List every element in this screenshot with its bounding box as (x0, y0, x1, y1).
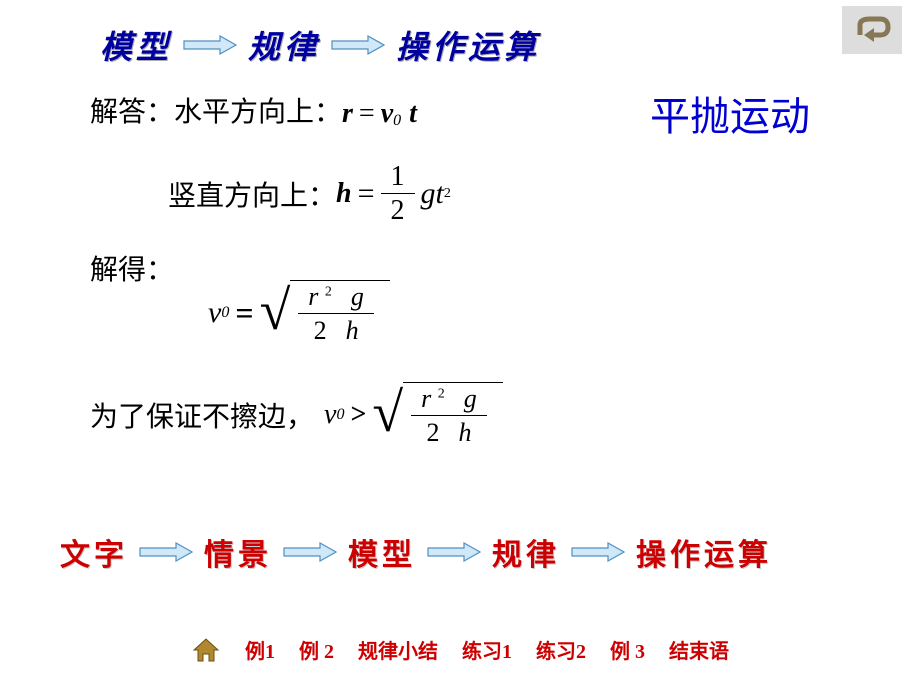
flow-step-operate: 操作运算 (396, 22, 540, 68)
flow-step-text: 文字 (60, 530, 128, 574)
var-t: t (436, 177, 444, 211)
home-button[interactable] (191, 637, 221, 663)
fraction-half: 1 2 (381, 162, 415, 226)
line3-text: 解得： (90, 248, 174, 288)
solution-line-horizontal: 解答：水平方向上： r = v 0 t (90, 90, 417, 130)
bottom-nav: 例1 例 2 规律小结 练习1 练习2 例 3 结束语 (0, 635, 920, 664)
op-eq: = (353, 98, 381, 130)
var-g: g (351, 282, 364, 311)
var-t: t (409, 98, 417, 130)
line2-prefix: 竖直方向上： (168, 174, 336, 214)
var-h: h (458, 418, 471, 447)
flow-step-law: 规律 (492, 530, 560, 574)
flow-step-law: 规律 (248, 22, 320, 68)
flow-step-scene: 情景 (204, 530, 272, 574)
var-v: v (208, 296, 221, 330)
const-2: 2 (314, 316, 327, 345)
arrow-icon (182, 33, 238, 57)
arrow-icon (426, 540, 482, 564)
var-g: g (421, 177, 436, 211)
var-r: r (308, 282, 318, 311)
var-r: r (342, 98, 353, 130)
sub-0: 0 (221, 304, 229, 322)
back-button[interactable] (842, 6, 902, 54)
arrow-icon (138, 540, 194, 564)
flow-step-model: 模型 (348, 530, 416, 574)
sqrt-expression: √ r 2 g 2 h (372, 382, 502, 449)
nav-link-ex3[interactable]: 例 3 (610, 635, 645, 664)
nav-link-practice1[interactable]: 练习1 (462, 635, 512, 664)
solution-v0-equation: v 0 = √ r 2 g 2 h (208, 280, 390, 347)
var-v: v (324, 399, 336, 431)
sqrt-icon: √ (260, 283, 291, 339)
u-turn-icon (852, 15, 892, 45)
nav-link-practice2[interactable]: 练习2 (536, 635, 586, 664)
top-flow: 模型 规律 操作运算 (100, 22, 540, 68)
op-gt: > (344, 399, 372, 431)
arrow-icon (282, 540, 338, 564)
exp-2: 2 (444, 186, 451, 202)
flow-step-operate: 操作运算 (636, 530, 772, 574)
exp-2: 2 (438, 386, 445, 401)
frac-den: 2 (381, 194, 415, 225)
home-icon (191, 637, 221, 663)
const-2: 2 (426, 418, 439, 447)
var-r: r (421, 384, 431, 413)
bottom-flow: 文字 情景 模型 规律 操作运算 (60, 530, 772, 574)
flow-step-model: 模型 (100, 22, 172, 68)
sub-0: 0 (336, 406, 344, 424)
line1-prefix: 解答：水平方向上： (90, 90, 342, 130)
nav-link-ex1[interactable]: 例1 (245, 635, 275, 664)
var-h: h (336, 178, 352, 210)
op-eq: = (229, 295, 259, 332)
exp-2: 2 (325, 284, 332, 299)
line4-prefix: 为了保证不擦边， (90, 395, 314, 435)
arrow-icon (570, 540, 626, 564)
solution-line-vertical: 竖直方向上： h = 1 2 g t 2 (168, 162, 451, 226)
topic-title: 平抛运动 (650, 84, 810, 142)
solution-line-condition: 为了保证不擦边， v 0 > √ r 2 g 2 h (90, 382, 503, 449)
sqrt-expression: √ r 2 g 2 h (260, 280, 390, 347)
var-g: g (464, 384, 477, 413)
nav-link-summary[interactable]: 规律小结 (358, 635, 438, 664)
op-eq: = (352, 177, 381, 211)
sqrt-icon: √ (372, 385, 403, 441)
solution-line-result-label: 解得： (90, 248, 174, 288)
var-h: h (346, 316, 359, 345)
var-v: v (381, 98, 393, 130)
nav-link-ex2[interactable]: 例 2 (299, 635, 334, 664)
arrow-icon (330, 33, 386, 57)
sub-0: 0 (393, 112, 401, 130)
nav-link-ending[interactable]: 结束语 (669, 635, 729, 664)
frac-num: 1 (381, 162, 415, 194)
